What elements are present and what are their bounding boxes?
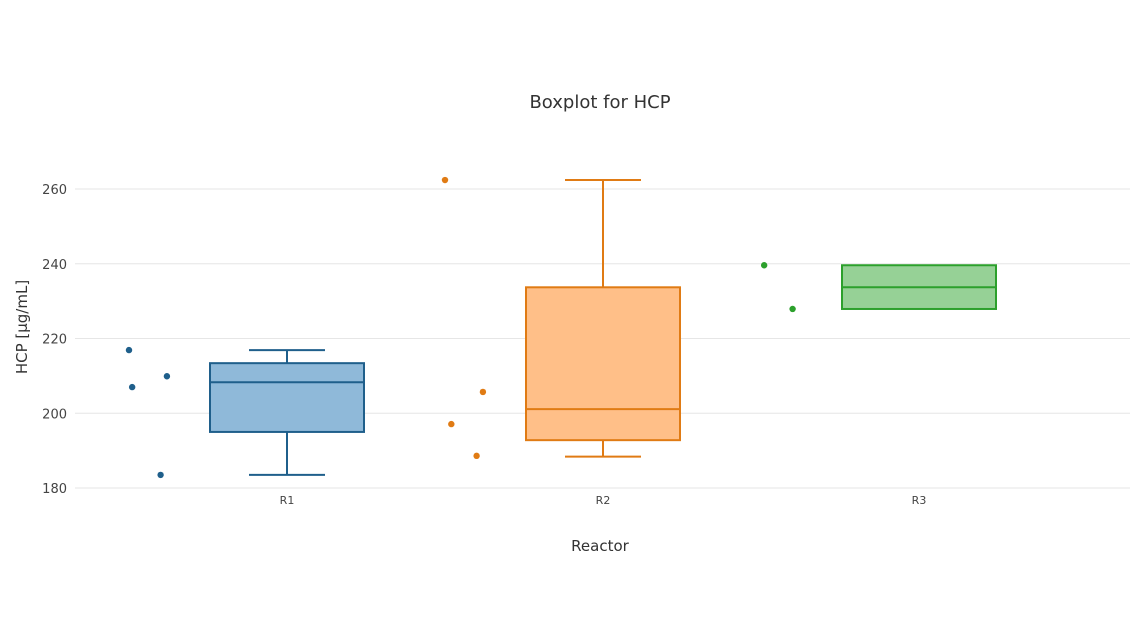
y-tick-label: 220 [42,333,67,348]
data-point [128,383,136,391]
chart-title: Boxplot for HCP [529,92,670,113]
x-tick-label: R2 [596,494,611,507]
y-tick-label: 180 [42,482,67,497]
data-point [448,420,455,428]
data-point [125,346,133,354]
data-point [473,452,480,460]
box-R3 [760,262,997,313]
x-axis-label: Reactor [571,537,629,555]
y-axis-label: HCP [µg/mL] [13,280,31,374]
data-point [441,176,449,184]
box-iqr [525,286,681,442]
y-tick-label: 200 [42,407,67,422]
data-point [163,373,171,380]
data-point [479,388,487,396]
data-point [760,262,768,269]
data-point [789,305,796,313]
data-point [157,471,164,479]
y-tick-label: 240 [42,258,67,273]
x-tick-label: R3 [912,494,927,507]
x-tick-label: R1 [280,494,295,507]
box-R2 [441,176,681,460]
box-iqr [209,362,365,433]
y-tick-label: 260 [42,183,67,198]
box-R1 [125,346,365,479]
